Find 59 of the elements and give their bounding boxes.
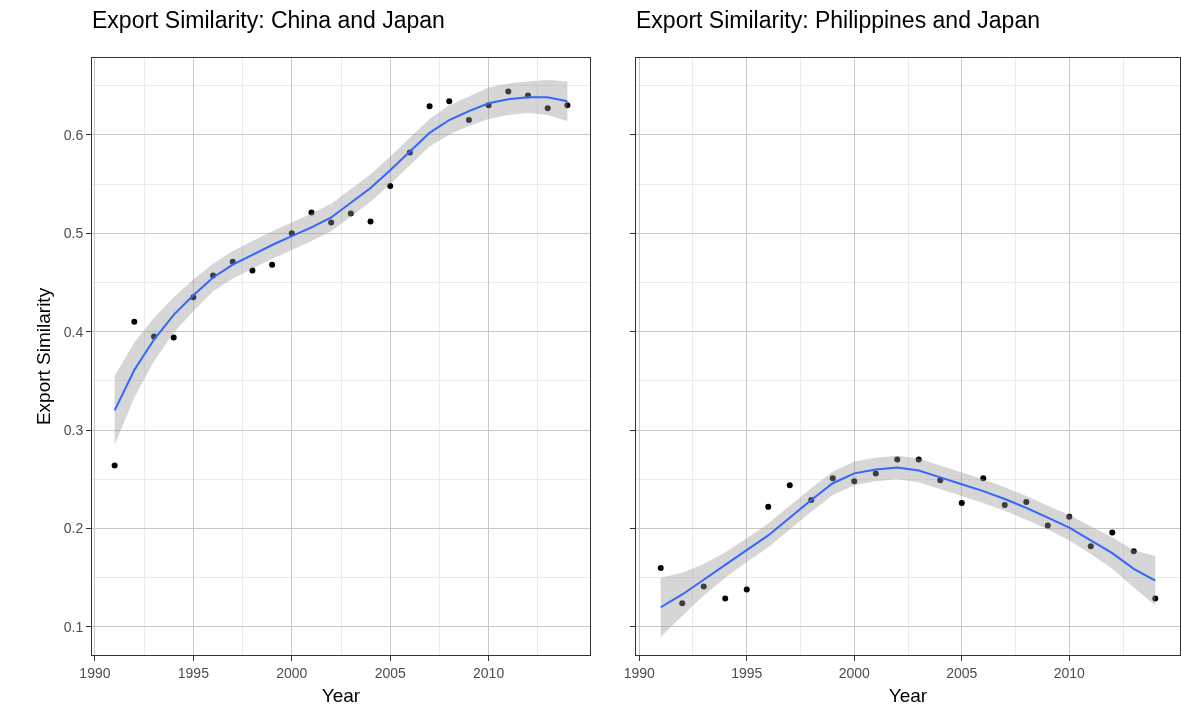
point [1066,513,1073,520]
x-tick-label: 1995 [731,664,763,681]
point [426,103,433,110]
point [980,475,987,482]
x-tick-label: 2000 [838,664,871,681]
point [1130,548,1137,555]
x-axis-title: Year [888,684,928,706]
point [111,462,118,469]
point [505,88,512,95]
y-tick-label: 0.6 [63,126,84,143]
point [1152,595,1159,602]
x-tick-label: 1995 [177,664,210,681]
point [347,210,354,217]
point [446,98,453,105]
x-tick-label: 1990 [623,664,656,681]
x-axis-title: Year [321,684,361,706]
point [743,586,750,593]
point [657,564,664,571]
chart-title: Export Similarity: Philippines and Japan [636,7,1040,34]
point [1087,543,1094,550]
point [872,470,879,477]
point [894,456,901,463]
y-tick-label: 0.5 [63,225,84,242]
x-tick-label: 2000 [276,664,308,681]
point [958,499,965,506]
y-axis-title: Export Similarity [32,287,54,426]
point [249,267,256,274]
point [915,456,922,463]
y-tick-label: 0.2 [63,520,84,537]
x-tick-label: 2005 [374,664,406,681]
point [387,182,394,189]
y-tick-label: 0.3 [63,421,84,438]
point [544,105,551,112]
chart-title: Export Similarity: China and Japan [92,7,445,34]
point [367,218,374,225]
x-tick-label: 2010 [1053,664,1086,681]
point [700,583,707,590]
point [829,475,836,482]
point [131,318,138,325]
point [1023,498,1030,505]
point [1001,501,1008,508]
y-tick-label: 0.4 [63,323,84,340]
point [269,261,276,268]
point [465,117,472,124]
point [765,503,772,510]
point [328,219,335,226]
x-tick-label: 2005 [946,664,978,681]
x-tick-label: 1990 [79,664,111,681]
x-tick-label: 2010 [473,664,505,681]
y-tick-label: 0.1 [63,618,84,635]
point [679,600,686,607]
point [786,482,793,489]
point [564,102,571,109]
point [851,478,858,485]
point [1109,529,1116,536]
point [1044,522,1051,529]
point [722,595,729,602]
point [308,209,315,216]
point [170,334,177,341]
